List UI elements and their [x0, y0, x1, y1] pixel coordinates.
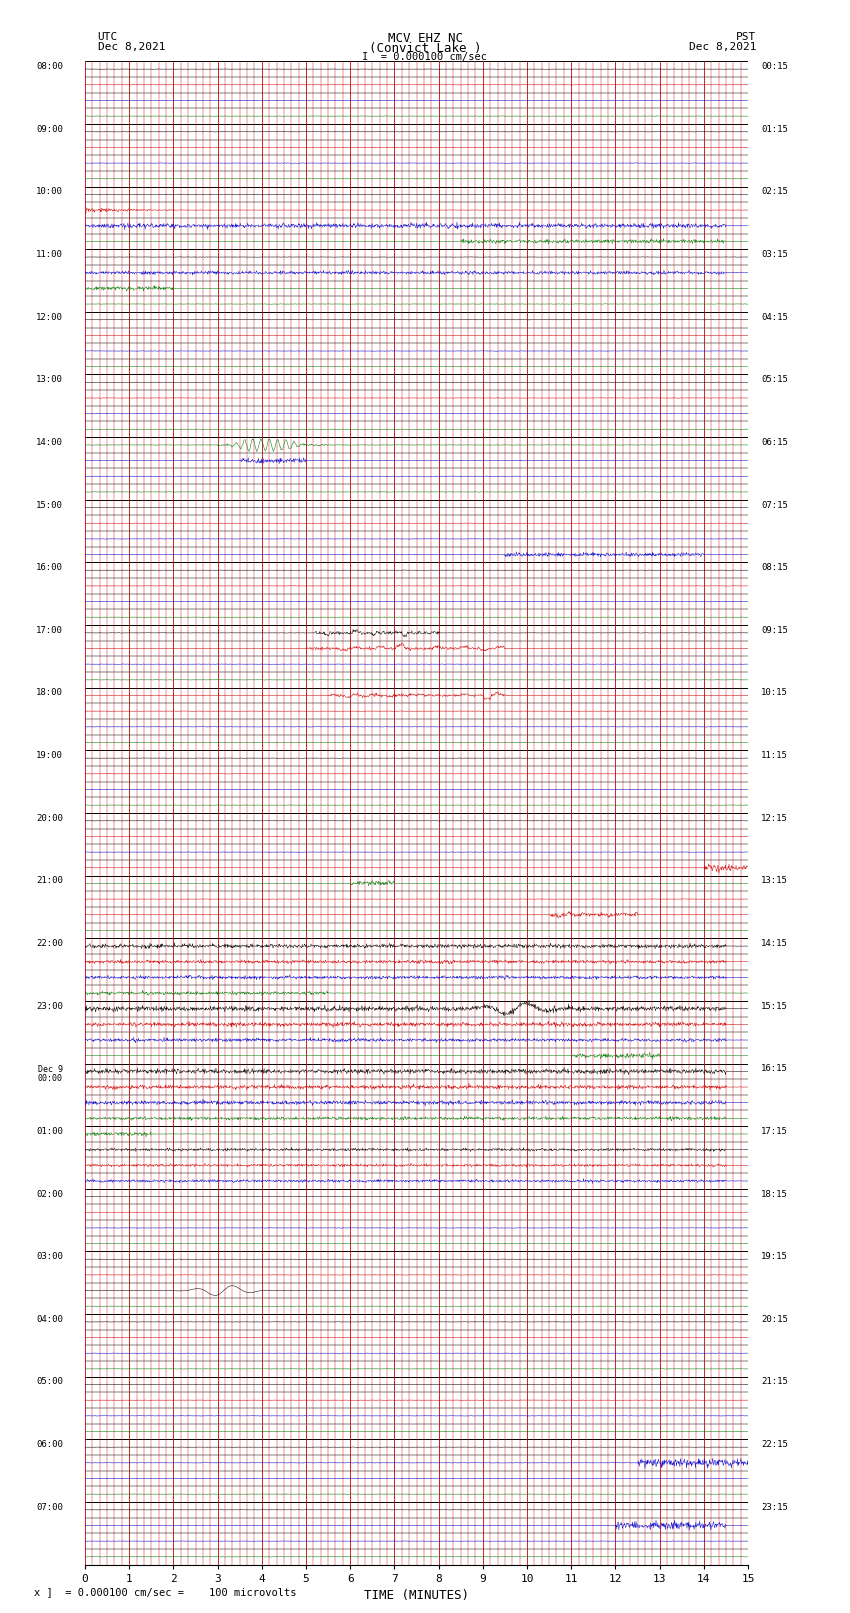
Text: 00:00: 00:00	[38, 1074, 63, 1082]
Text: 08:15: 08:15	[762, 563, 788, 573]
Text: 00:15: 00:15	[762, 61, 788, 71]
Text: 17:00: 17:00	[36, 626, 63, 636]
Text: 05:00: 05:00	[36, 1378, 63, 1387]
Text: 14:00: 14:00	[36, 437, 63, 447]
Text: 03:00: 03:00	[36, 1252, 63, 1261]
Text: 15:00: 15:00	[36, 500, 63, 510]
Text: 16:00: 16:00	[36, 563, 63, 573]
Text: 04:00: 04:00	[36, 1315, 63, 1324]
Text: 05:15: 05:15	[762, 376, 788, 384]
Text: 11:15: 11:15	[762, 752, 788, 760]
Text: 22:15: 22:15	[762, 1440, 788, 1448]
Text: 20:00: 20:00	[36, 813, 63, 823]
Text: 16:15: 16:15	[762, 1065, 788, 1073]
Text: 21:15: 21:15	[762, 1378, 788, 1387]
Text: Dec 9: Dec 9	[38, 1065, 63, 1074]
Text: Dec 8,2021: Dec 8,2021	[98, 42, 165, 52]
Text: 02:15: 02:15	[762, 187, 788, 197]
Text: 19:00: 19:00	[36, 752, 63, 760]
Text: 09:00: 09:00	[36, 124, 63, 134]
Text: 23:00: 23:00	[36, 1002, 63, 1011]
Text: 13:15: 13:15	[762, 876, 788, 886]
Text: 14:15: 14:15	[762, 939, 788, 948]
Text: x ]  = 0.000100 cm/sec =    100 microvolts: x ] = 0.000100 cm/sec = 100 microvolts	[34, 1587, 297, 1597]
Text: 23:15: 23:15	[762, 1503, 788, 1511]
Text: I  = 0.000100 cm/sec: I = 0.000100 cm/sec	[362, 52, 488, 61]
Text: 01:00: 01:00	[36, 1127, 63, 1136]
Text: 18:00: 18:00	[36, 689, 63, 697]
Text: 04:15: 04:15	[762, 313, 788, 321]
Text: 19:15: 19:15	[762, 1252, 788, 1261]
Text: 18:15: 18:15	[762, 1189, 788, 1198]
Text: 03:15: 03:15	[762, 250, 788, 260]
Text: 06:15: 06:15	[762, 437, 788, 447]
Text: 13:00: 13:00	[36, 376, 63, 384]
Text: 07:15: 07:15	[762, 500, 788, 510]
Text: 08:00: 08:00	[36, 61, 63, 71]
Text: 20:15: 20:15	[762, 1315, 788, 1324]
Text: 22:00: 22:00	[36, 939, 63, 948]
Text: 17:15: 17:15	[762, 1127, 788, 1136]
Text: 11:00: 11:00	[36, 250, 63, 260]
Text: 12:00: 12:00	[36, 313, 63, 321]
Text: 10:15: 10:15	[762, 689, 788, 697]
Text: (Convict Lake ): (Convict Lake )	[369, 42, 481, 55]
Text: 12:15: 12:15	[762, 813, 788, 823]
Text: 09:15: 09:15	[762, 626, 788, 636]
Text: 21:00: 21:00	[36, 876, 63, 886]
Text: 02:00: 02:00	[36, 1189, 63, 1198]
Text: 07:00: 07:00	[36, 1503, 63, 1511]
Text: UTC: UTC	[98, 32, 118, 42]
Text: Dec 8,2021: Dec 8,2021	[689, 42, 756, 52]
Text: 10:00: 10:00	[36, 187, 63, 197]
Text: 06:00: 06:00	[36, 1440, 63, 1448]
Text: PST: PST	[736, 32, 756, 42]
Text: 01:15: 01:15	[762, 124, 788, 134]
Text: MCV EHZ NC: MCV EHZ NC	[388, 32, 462, 45]
X-axis label: TIME (MINUTES): TIME (MINUTES)	[364, 1589, 469, 1602]
Text: 15:15: 15:15	[762, 1002, 788, 1011]
